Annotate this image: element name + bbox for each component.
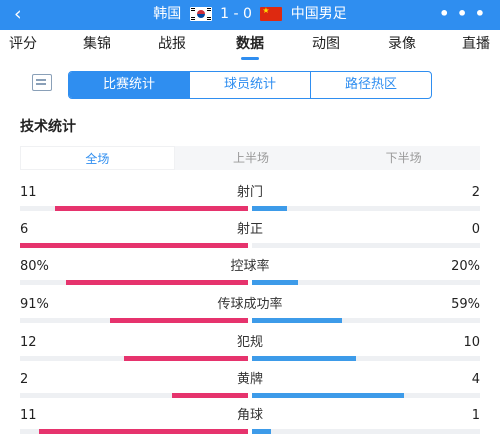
home-value: 80% <box>20 259 49 274</box>
away-track <box>252 318 480 323</box>
home-track <box>20 280 248 285</box>
home-track <box>20 243 248 248</box>
back-icon[interactable]: ‹ <box>14 3 22 25</box>
away-bar <box>252 280 298 285</box>
segment-player-stats[interactable]: 球员统计 <box>189 72 310 98</box>
tab-live[interactable]: 直播 <box>462 36 490 52</box>
away-value: 0 <box>471 222 480 237</box>
period-switch: 全场 上半场 下半场 <box>20 146 480 170</box>
tab-gifs[interactable]: 动图 <box>312 36 340 52</box>
app-header: ‹ 韩国 1 - 0 ★ 中国男足 • • • <box>0 0 500 30</box>
away-track <box>252 356 480 361</box>
korea-flag-icon <box>189 7 212 21</box>
segment-heat-zones[interactable]: 路径热区 <box>310 72 431 98</box>
home-bar <box>172 393 248 398</box>
away-value: 10 <box>463 335 480 350</box>
stat-name: 控球率 <box>230 259 270 274</box>
away-bar <box>252 206 288 211</box>
away-bar <box>252 356 356 361</box>
stat-row-shots: 11 射门 2 <box>0 185 500 215</box>
home-value: 6 <box>20 222 29 237</box>
tab-highlights[interactable]: 集锦 <box>83 36 111 52</box>
stat-name: 传球成功率 <box>217 297 283 312</box>
active-tab-indicator <box>241 57 259 60</box>
stat-row-possession: 80% 控球率 20% <box>0 259 500 289</box>
tab-rating[interactable]: 评分 <box>9 36 37 52</box>
home-bar <box>123 356 248 361</box>
away-track <box>252 280 480 285</box>
period-full-match[interactable]: 全场 <box>20 146 175 170</box>
away-bar <box>252 393 405 398</box>
home-value: 11 <box>20 408 37 423</box>
away-value: 20% <box>451 259 480 274</box>
home-bar <box>109 318 248 323</box>
home-team-name: 韩国 <box>153 6 182 22</box>
home-bar <box>55 206 248 211</box>
section-title: 技术统计 <box>20 119 76 135</box>
away-track <box>252 393 480 398</box>
document-icon[interactable] <box>32 74 52 91</box>
more-dots-icon[interactable]: • • • <box>439 4 486 23</box>
home-value: 2 <box>20 372 29 387</box>
away-track <box>252 429 480 434</box>
away-value: 2 <box>471 185 480 200</box>
away-track <box>252 243 480 248</box>
stat-row-pass-accuracy: 91% 传球成功率 59% <box>0 297 500 327</box>
home-track <box>20 429 248 434</box>
home-value: 12 <box>20 335 37 350</box>
away-value: 1 <box>471 408 480 423</box>
stat-name: 角球 <box>236 408 263 423</box>
home-bar <box>38 429 248 434</box>
stat-row-yellow-cards: 2 黄牌 4 <box>0 372 500 402</box>
stat-name: 犯规 <box>236 335 263 350</box>
home-track <box>20 206 248 211</box>
stat-row-fouls: 12 犯规 10 <box>0 335 500 365</box>
stat-row-corners: 11 角球 1 <box>0 408 500 438</box>
home-bar <box>65 280 248 285</box>
match-score: 1 - 0 <box>220 6 252 22</box>
home-track <box>20 318 248 323</box>
home-value: 91% <box>20 297 49 312</box>
home-track <box>20 356 248 361</box>
away-track <box>252 206 480 211</box>
segment-match-stats[interactable]: 比赛统计 <box>69 72 189 98</box>
china-flag-icon: ★ <box>260 7 283 21</box>
home-track <box>20 393 248 398</box>
tab-data[interactable]: 数据 <box>236 36 264 52</box>
stat-name: 黄牌 <box>236 372 263 387</box>
away-value: 59% <box>451 297 480 312</box>
stat-name: 射正 <box>236 222 263 237</box>
stat-row-shots-on-target: 6 射正 0 <box>0 222 500 252</box>
match-score-title: 韩国 1 - 0 ★ 中国男足 <box>0 5 500 23</box>
tab-replay[interactable]: 录像 <box>388 36 416 52</box>
away-bar <box>252 318 342 323</box>
stats-type-switch: 比赛统计 球员统计 路径热区 <box>68 71 432 99</box>
home-bar <box>20 243 248 248</box>
away-team-name: 中国男足 <box>290 6 347 22</box>
stat-name: 射门 <box>236 185 263 200</box>
away-bar <box>252 429 271 434</box>
away-value: 4 <box>471 372 480 387</box>
period-first-half[interactable]: 上半场 <box>233 151 270 165</box>
home-value: 11 <box>20 185 37 200</box>
top-tab-bar: 评分 集锦 战报 数据 动图 录像 直播 <box>0 30 500 60</box>
tab-report[interactable]: 战报 <box>158 36 186 52</box>
period-second-half[interactable]: 下半场 <box>385 151 422 165</box>
